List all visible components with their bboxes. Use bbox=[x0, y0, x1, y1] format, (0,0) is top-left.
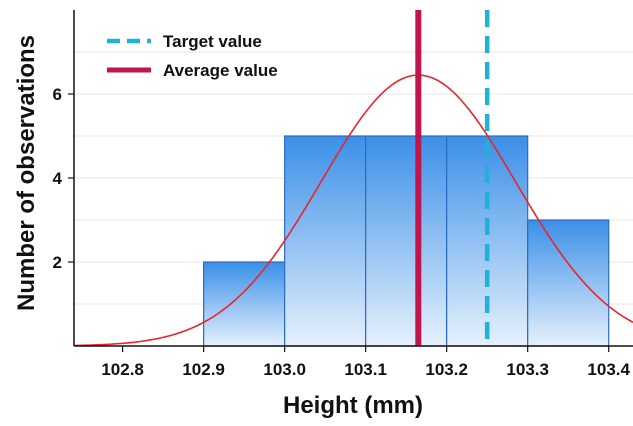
legend-target-label: Target value bbox=[163, 32, 262, 51]
histogram-bar bbox=[527, 219, 610, 347]
normal-curve-layer bbox=[73, 74, 633, 347]
histogram-bars bbox=[203, 135, 610, 347]
x-tick-label: 103.4 bbox=[587, 360, 630, 379]
x-axis-title: Height (mm) bbox=[283, 392, 423, 419]
x-tick-label: 103.1 bbox=[344, 360, 387, 379]
histogram-bar bbox=[365, 135, 448, 347]
y-tick-label: 2 bbox=[53, 253, 62, 272]
legend-average-label: Average value bbox=[163, 61, 278, 80]
reference-lines bbox=[415, 10, 490, 346]
x-tick-label: 102.9 bbox=[182, 360, 225, 379]
legend: Target value Average value bbox=[107, 32, 278, 80]
y-tick-label: 4 bbox=[53, 169, 63, 188]
y-axis-title: Number of observations bbox=[13, 35, 40, 311]
x-tick-label: 103.2 bbox=[425, 360, 468, 379]
histogram-bar bbox=[203, 261, 286, 347]
x-tick-label: 103.3 bbox=[506, 360, 549, 379]
normal-curve bbox=[73, 74, 633, 347]
x-tick-label: 103.0 bbox=[263, 360, 306, 379]
y-tick-label: 6 bbox=[53, 85, 62, 104]
tick-labels: 102.8 102.9 103.0 103.1 103.2 103.3 103.4 2 4 6 bbox=[53, 85, 631, 379]
x-tick-label: 102.8 bbox=[101, 360, 144, 379]
histogram-bar bbox=[284, 135, 367, 347]
